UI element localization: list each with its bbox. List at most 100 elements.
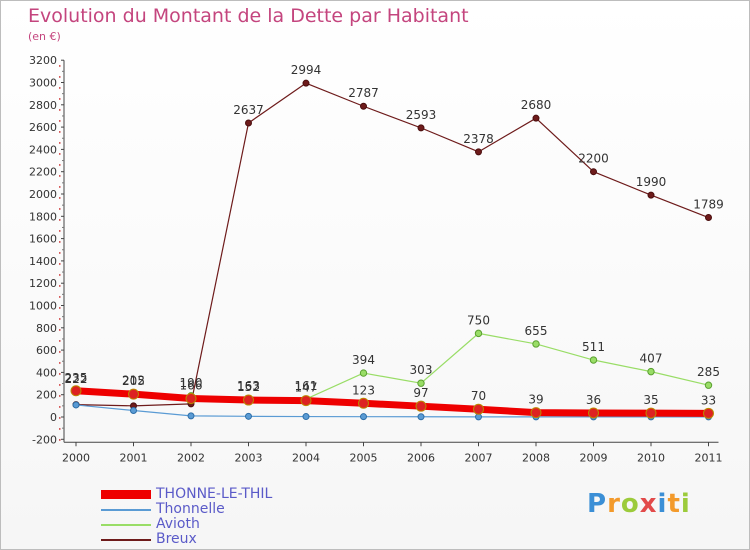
chart-subtitle: (en €) xyxy=(28,30,61,43)
series-line-thonnelle xyxy=(75,404,709,418)
legend-label-breux: Breux xyxy=(156,531,197,547)
y-tick-label: 600 xyxy=(36,344,57,357)
data-point-thonnelle xyxy=(475,413,482,421)
data-point-thonnelle xyxy=(130,407,137,415)
y-minor-dot xyxy=(59,109,61,111)
y-minor-dot xyxy=(59,175,61,177)
y-minor-dot xyxy=(59,329,61,331)
data-point-thonne-le-thil xyxy=(128,388,139,400)
y-minor-dot xyxy=(59,230,61,232)
data-point-thonnelle xyxy=(72,401,80,409)
y-tick-label: 2800 xyxy=(29,99,57,112)
data-point-avioth xyxy=(532,340,540,348)
x-tick-label: 2001 xyxy=(120,451,148,464)
data-point-breux xyxy=(647,191,655,199)
data-point-breux xyxy=(705,214,712,222)
legend-label-avioth: Avioth xyxy=(156,516,200,532)
y-minor-dot xyxy=(59,428,61,430)
data-label-thonne-le-thil: 36 xyxy=(586,393,601,407)
data-point-breux xyxy=(532,114,540,122)
data-point-avioth xyxy=(417,379,425,387)
data-label-avioth: 190 xyxy=(180,376,203,390)
data-point-breux xyxy=(417,124,425,132)
y-tick-label: 1000 xyxy=(29,300,57,313)
data-point-avioth xyxy=(647,367,655,376)
data-point-thonne-le-thil xyxy=(70,385,82,397)
data-label-avioth: 212 xyxy=(122,373,145,387)
y-minor-dot xyxy=(59,186,61,188)
data-label-thonne-le-thil: 33 xyxy=(701,393,716,407)
data-label-breux: 2994 xyxy=(291,63,322,77)
y-minor-dot xyxy=(59,296,61,298)
x-tick-label: 2006 xyxy=(407,451,435,464)
legend-label-thonnelle: Thonnelle xyxy=(156,501,225,517)
y-tick-label: 3000 xyxy=(29,77,57,90)
data-label-thonne-le-thil: 152 xyxy=(237,380,260,394)
data-point-avioth xyxy=(704,381,713,389)
y-minor-dot xyxy=(59,307,61,309)
data-label-avioth: 161 xyxy=(295,379,318,393)
data-label-thonne-le-thil: 35 xyxy=(643,393,658,407)
y-tick-label: 0 xyxy=(50,411,57,424)
chart-title: Evolution du Montant de la Dette par Hab… xyxy=(28,5,469,27)
y-minor-dot xyxy=(59,340,61,342)
y-minor-dot xyxy=(59,76,61,78)
y-tick-label: -200 xyxy=(32,433,57,446)
legend-swatch-avioth xyxy=(101,524,151,526)
data-label-thonne-le-thil: 235 xyxy=(65,371,88,385)
legend-swatch-thonne-le-thil xyxy=(101,490,151,499)
y-minor-dot xyxy=(59,98,61,100)
data-label-thonne-le-thil: 123 xyxy=(352,383,375,397)
data-point-thonne-le-thil xyxy=(243,394,254,406)
data-label-avioth: 285 xyxy=(697,365,720,379)
data-point-thonne-le-thil xyxy=(185,392,197,404)
data-point-thonne-le-thil xyxy=(473,403,484,415)
data-point-thonne-le-thil xyxy=(703,407,714,419)
y-minor-dot xyxy=(59,439,61,441)
y-tick-label: 3200 xyxy=(29,54,57,67)
data-label-thonne-le-thil: 147 xyxy=(295,381,318,395)
data-label-breux: 2680 xyxy=(521,98,552,112)
data-label-avioth: 163 xyxy=(237,379,260,393)
legend-swatch-thonnelle xyxy=(101,509,151,511)
y-minor-dot xyxy=(59,417,61,419)
x-tick-label: 2002 xyxy=(177,451,205,464)
y-minor-dot xyxy=(59,351,61,353)
y-minor-dot xyxy=(59,285,61,287)
data-point-thonne-le-thil xyxy=(530,407,542,419)
y-tick-label: 1600 xyxy=(29,233,57,246)
data-label-thonne-le-thil: 39 xyxy=(528,393,543,407)
y-minor-dot xyxy=(59,65,61,67)
y-minor-dot xyxy=(59,362,61,364)
x-tick-label: 2005 xyxy=(350,451,378,464)
data-point-thonnelle xyxy=(245,412,252,420)
data-label-breux: 2593 xyxy=(406,108,437,122)
data-label-breux: 1789 xyxy=(693,198,724,212)
data-point-thonne-le-thil xyxy=(358,397,369,409)
series-line-thonne-le-thil xyxy=(75,387,709,417)
y-minor-dot xyxy=(59,384,61,386)
data-point-thonne-le-thil xyxy=(415,400,427,412)
series-line-breux xyxy=(75,82,709,407)
y-tick-label: 200 xyxy=(36,389,57,402)
data-point-thonne-le-thil xyxy=(645,407,657,419)
y-minor-dot xyxy=(59,252,61,254)
data-label-thonne-le-thil: 205 xyxy=(122,374,145,388)
data-label-avioth: 394 xyxy=(352,353,375,367)
data-point-breux xyxy=(590,168,597,176)
x-tick-label: 2011 xyxy=(695,451,723,464)
x-tick-label: 2007 xyxy=(465,451,493,464)
y-tick-label: 1200 xyxy=(29,277,57,290)
data-label-breux: 2200 xyxy=(578,152,609,166)
x-tick-label: 2000 xyxy=(62,451,90,464)
data-point-thonnelle xyxy=(302,413,310,421)
x-tick-label: 2010 xyxy=(637,451,665,464)
y-tick-label: 1400 xyxy=(29,255,57,268)
y-tick-label: 2000 xyxy=(29,188,57,201)
data-point-thonnelle xyxy=(417,413,425,421)
data-label-thonne-le-thil: 97 xyxy=(413,386,428,400)
data-label-breux: 2787 xyxy=(348,86,379,100)
y-minor-dot xyxy=(59,208,61,210)
y-minor-dot xyxy=(59,131,61,133)
y-tick-label: 2600 xyxy=(29,121,57,134)
